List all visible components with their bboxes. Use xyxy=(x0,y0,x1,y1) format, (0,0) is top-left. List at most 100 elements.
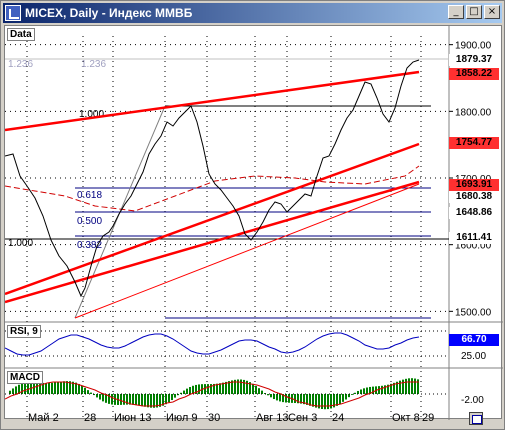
macd-histogram-bar xyxy=(330,394,332,409)
macd-histogram-bar xyxy=(219,383,221,394)
macd-histogram-bar xyxy=(243,379,245,394)
macd-histogram-bar xyxy=(93,394,95,396)
macd-histogram-bar xyxy=(372,386,374,394)
window-controls: _ □ × xyxy=(448,5,500,19)
moving-average xyxy=(5,165,420,212)
macd-histogram-bar xyxy=(354,392,356,394)
macd-histogram-bar xyxy=(156,394,158,408)
macd-histogram-bar xyxy=(45,383,47,394)
macd-histogram-bar xyxy=(390,383,392,394)
macd-histogram-bar xyxy=(273,394,275,400)
trend-line-upper xyxy=(5,70,420,132)
scale-toggle-button[interactable] xyxy=(469,412,483,425)
macd-histogram-bar xyxy=(288,394,290,403)
title-bar[interactable]: MICEX, Daily - Индекс ММВБ _ □ × xyxy=(3,3,502,23)
macd-histogram-bar xyxy=(339,394,341,405)
macd-histogram-bar xyxy=(90,392,92,394)
fib-label-1000: 1.000 xyxy=(79,109,104,120)
macd-histogram-bar xyxy=(300,394,302,404)
macd-histogram-bar xyxy=(105,394,107,403)
macd-histogram-bar xyxy=(126,394,128,405)
macd-histogram-bar xyxy=(381,385,383,394)
macd-histogram-bar xyxy=(333,394,335,408)
macd-histogram-bar xyxy=(342,394,344,402)
macd-histogram-bar xyxy=(36,382,38,394)
price-tag: 1648.86 xyxy=(449,207,499,219)
macd-histogram-bar xyxy=(129,394,131,405)
macd-histogram-bar xyxy=(207,384,209,394)
macd-histogram-bar xyxy=(189,387,191,394)
macd-histogram-bar xyxy=(234,379,236,394)
macd-histogram-bar xyxy=(72,381,74,394)
macd-histogram-bar xyxy=(9,390,11,394)
price-chart[interactable]: 1900.001800.001700.001600.001500.001.236… xyxy=(5,26,503,420)
macd-histogram-bar xyxy=(312,394,314,407)
fib-label-left-1000: 1.000 xyxy=(8,238,33,249)
macd-histogram-bar xyxy=(42,382,44,394)
chart-area[interactable]: 1900.001800.001700.001600.001500.001.236… xyxy=(4,25,503,420)
x-tick-label: 30 xyxy=(208,412,221,424)
macd-histogram-bar xyxy=(258,388,260,394)
price-tag: 1680.38 xyxy=(449,191,499,203)
macd-histogram-bar xyxy=(357,390,359,394)
close-button[interactable]: × xyxy=(484,5,500,19)
maximize-button[interactable]: □ xyxy=(466,5,482,19)
price-tag: 1693.91 xyxy=(449,179,499,191)
macd-histogram-bar xyxy=(39,382,41,394)
macd-histogram-bar xyxy=(60,381,62,394)
macd-histogram-bar xyxy=(114,394,116,405)
macd-histogram-bar xyxy=(102,394,104,402)
macd-histogram-bar xyxy=(177,394,179,396)
macd-histogram-bar xyxy=(51,382,53,394)
rsi-value-tag: 66.70 xyxy=(449,334,499,346)
x-tick-label: Июл 9 xyxy=(166,412,198,424)
macd-histogram-bar xyxy=(204,384,206,394)
macd-histogram-bar xyxy=(108,394,110,404)
trend-line-lower xyxy=(5,180,420,304)
trend-line-support xyxy=(74,183,420,319)
x-tick-label: Окт 8 xyxy=(392,412,420,424)
macd-histogram-bar xyxy=(27,382,29,394)
price-tick-label: 1600.00 xyxy=(455,241,492,252)
macd-histogram-bar xyxy=(24,382,26,394)
macd-histogram-bar xyxy=(15,386,17,394)
macd-histogram-bar xyxy=(228,381,230,394)
macd-histogram-bar xyxy=(120,394,122,405)
macd-histogram-bar xyxy=(408,378,410,394)
x-axis: Май 2 28 Июн 13 Июл 9 30 Авг 13 Сен 3 24 Окт 8 29 xyxy=(4,411,460,427)
macd-histogram-bar xyxy=(393,382,395,394)
macd-histogram-bar xyxy=(78,383,80,394)
macd-histogram-bar xyxy=(12,388,14,394)
macd-histogram-bar xyxy=(261,390,263,394)
rsi-panel-label: RSI, 9 xyxy=(7,325,41,338)
macd-histogram-bar xyxy=(297,394,299,404)
price-line xyxy=(5,59,420,298)
macd-histogram-bar xyxy=(411,378,413,394)
trend-line-channel xyxy=(5,142,420,296)
x-tick-label: Сен 3 xyxy=(288,412,318,424)
macd-histogram-bar xyxy=(282,394,284,403)
macd-histogram-bar xyxy=(66,381,68,394)
macd-histogram-bar xyxy=(111,394,113,405)
macd-histogram-bar xyxy=(231,380,233,394)
macd-histogram-bar xyxy=(246,380,248,394)
macd-histogram-bar xyxy=(417,379,419,394)
minimize-button[interactable]: _ xyxy=(448,5,464,19)
macd-histogram-bar xyxy=(252,383,254,394)
macd-histogram-bar xyxy=(84,387,86,394)
macd-histogram-bar xyxy=(132,394,134,405)
macd-histogram-bar xyxy=(348,394,350,398)
macd-histogram-bar xyxy=(210,384,212,394)
macd-histogram-bar xyxy=(309,394,311,406)
macd-histogram-bar xyxy=(321,394,323,409)
fib-label-0618: 0.618 xyxy=(77,190,102,201)
macd-histogram-bar xyxy=(267,394,269,396)
macd-histogram-bar xyxy=(75,382,77,394)
macd-histogram-bar xyxy=(165,394,167,405)
macd-histogram-bar xyxy=(324,394,326,410)
macd-histogram-bar xyxy=(168,394,170,403)
macd-histogram-bar xyxy=(96,394,98,398)
macd-histogram-bar xyxy=(192,385,194,394)
x-tick-label: Июн 13 xyxy=(114,412,152,424)
macd-histogram-bar xyxy=(18,384,20,394)
